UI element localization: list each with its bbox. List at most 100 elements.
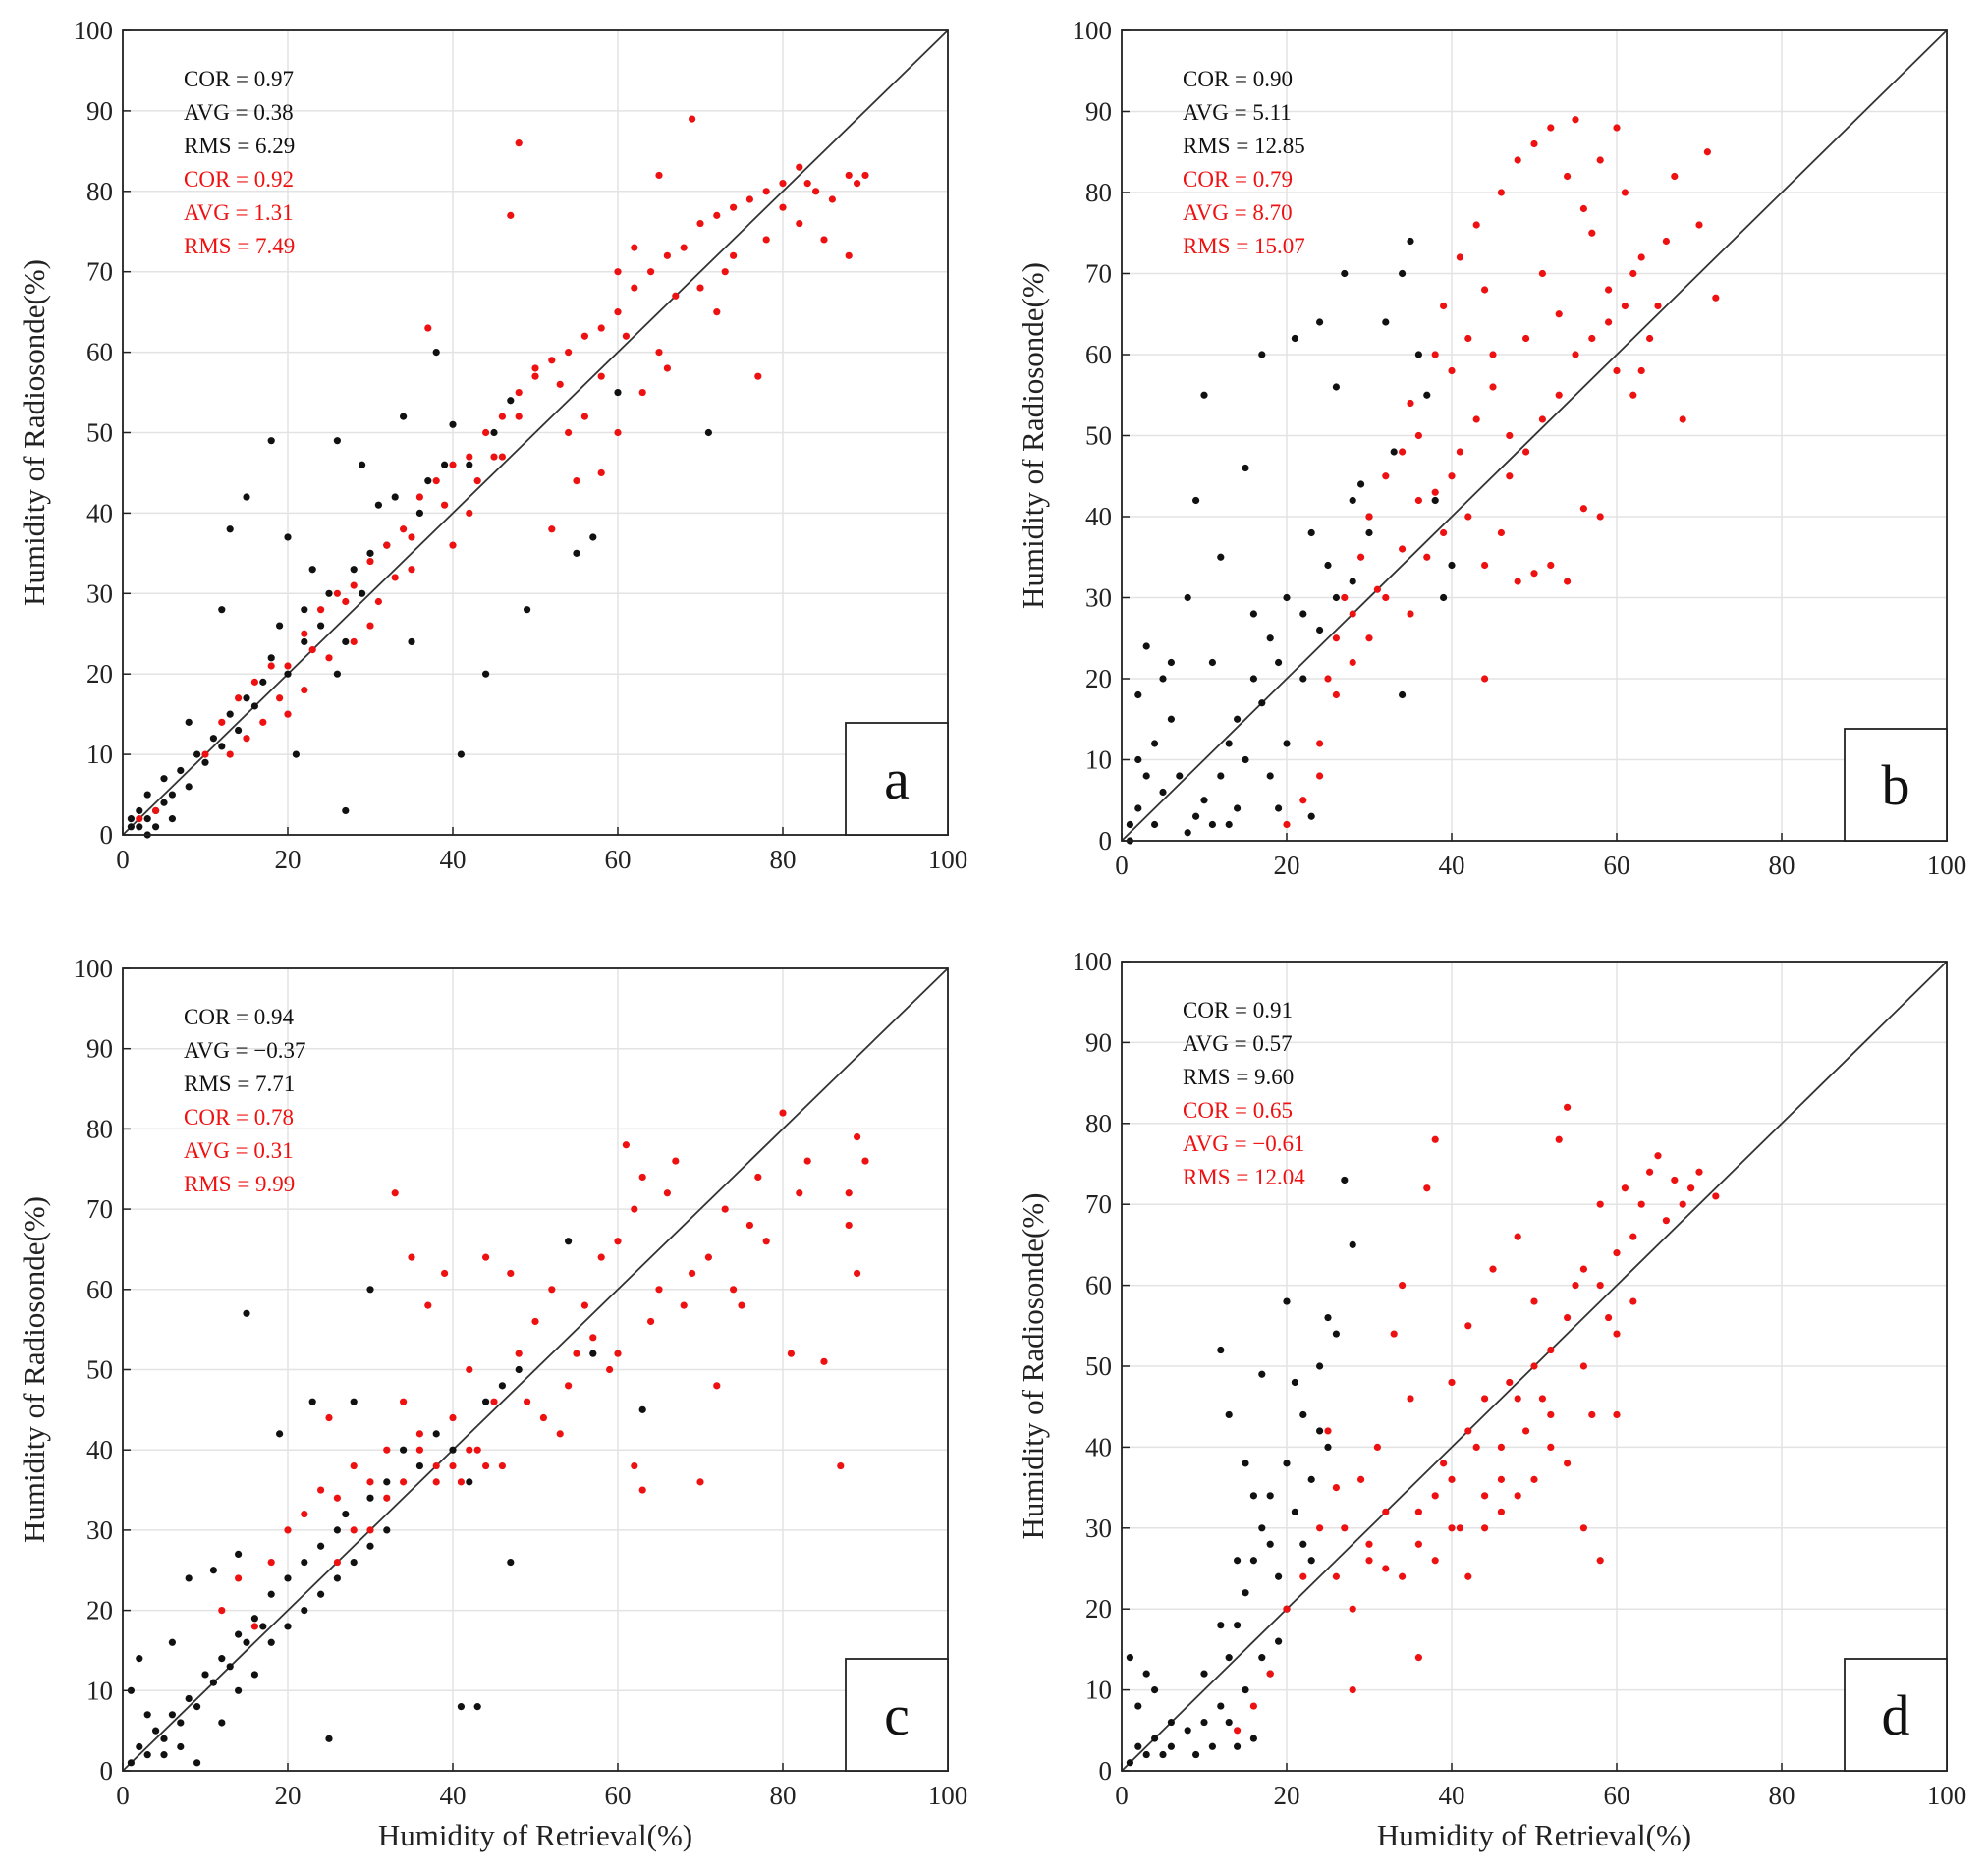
panel-a-black-point-54 bbox=[292, 750, 300, 758]
panel-b-y-axis-label: Humidity of Radiosonde(%) bbox=[1016, 262, 1050, 609]
panel-d-ytick-label-4: 40 bbox=[1085, 1432, 1112, 1461]
panel-c-red-point-19 bbox=[449, 1413, 457, 1422]
panel-b-red-point-39 bbox=[1629, 269, 1637, 278]
panel-b-red-point-11 bbox=[1399, 448, 1407, 456]
panel-c-red-point-46 bbox=[721, 1205, 729, 1213]
panel-b-points bbox=[1126, 116, 1720, 845]
panel-b-red-point-64 bbox=[1382, 593, 1390, 602]
panel-a-red-point-5 bbox=[250, 678, 258, 686]
panel-b-black-point-7 bbox=[1167, 658, 1175, 667]
panel-d-y-axis-label: Humidity of Radiosonde(%) bbox=[1016, 1192, 1050, 1539]
panel-b-red-point-37 bbox=[1613, 124, 1621, 132]
panel-c-red-point-7 bbox=[325, 1413, 333, 1422]
panel-b-stat-cor-black: COR = 0.90 bbox=[1183, 67, 1293, 91]
panel-b-black-point-10 bbox=[1200, 797, 1208, 804]
panel-b: 0 20 40 60 80 100 0 10 20 30 40 50 60 70 80 90 100 Humid… bbox=[1016, 16, 1966, 880]
panel-a-black-point-44 bbox=[482, 670, 490, 678]
panel-a-red-point-54 bbox=[531, 364, 539, 372]
panel-c-stat-cor-black: COR = 0.94 bbox=[184, 1005, 295, 1029]
panel-d-points bbox=[1126, 1103, 1720, 1767]
panel-c-black-point-41 bbox=[515, 1365, 523, 1374]
panel-c-red-point-73 bbox=[466, 1446, 473, 1454]
panel-b-black-point-58 bbox=[1249, 610, 1257, 618]
panel-c-red-point-67 bbox=[589, 1334, 597, 1342]
panel-c-black-point-59 bbox=[350, 1558, 358, 1567]
panel-c-black-point-4 bbox=[160, 1735, 168, 1742]
panel-b-black-point-20 bbox=[1258, 351, 1266, 358]
panel-c-black-point-52 bbox=[235, 1686, 243, 1694]
panel-b-red-point-18 bbox=[1464, 334, 1472, 343]
panel-d-black-point-22 bbox=[1258, 1370, 1266, 1378]
panel-a-xtick-label-5: 100 bbox=[928, 845, 968, 874]
panel-c-red-point-2 bbox=[250, 1623, 258, 1630]
panel-a-black-point-11 bbox=[201, 758, 209, 766]
panel-d-black-point-34 bbox=[1341, 1176, 1349, 1184]
panel-d-red-point-44 bbox=[1637, 1200, 1645, 1208]
panel-a-red-point-27 bbox=[565, 349, 573, 357]
panel-b-black-point-25 bbox=[1299, 610, 1307, 618]
panel-b-letter: b bbox=[1882, 753, 1910, 817]
panel-b-red-point-80 bbox=[1456, 448, 1463, 456]
panel-d-red-point-1 bbox=[1249, 1702, 1257, 1710]
panel-d-ytick-label-1: 10 bbox=[1085, 1676, 1112, 1705]
panel-a-black-point-6 bbox=[160, 775, 168, 783]
panel-b-black-point-17 bbox=[1242, 464, 1249, 472]
panel-c-black-point-25 bbox=[333, 1526, 341, 1534]
panel-b-black-point-48 bbox=[1142, 772, 1150, 780]
panel-b-black-point-23 bbox=[1283, 593, 1291, 602]
panel-a-red-point-43 bbox=[779, 180, 787, 188]
panel-d-red-point-3 bbox=[1283, 1605, 1291, 1613]
panel-a-ytick-label-3: 30 bbox=[86, 578, 113, 608]
panel-d-red-point-35 bbox=[1564, 1103, 1572, 1111]
panel-b-red-point-20 bbox=[1481, 675, 1489, 683]
panel-d-red-point-58 bbox=[1448, 1524, 1456, 1532]
panel-b-red-point-24 bbox=[1506, 431, 1514, 440]
panel-a-red-point-72 bbox=[730, 251, 738, 259]
panel-c-black-point-8 bbox=[193, 1703, 201, 1711]
panel-a-black-point-60 bbox=[127, 815, 135, 823]
panel-c-red-point-70 bbox=[539, 1413, 548, 1422]
panel-d-red-point-29 bbox=[1514, 1233, 1521, 1240]
panel-b-red-point-27 bbox=[1530, 139, 1538, 148]
panel-c-ytick-label-1: 10 bbox=[86, 1676, 113, 1705]
panel-c-black-point-24 bbox=[325, 1735, 333, 1742]
panel-b-stat-avg-black: AVG = 5.11 bbox=[1183, 100, 1292, 125]
panel-b-red-point-17 bbox=[1456, 253, 1463, 261]
panel-a-red-point-59 bbox=[391, 574, 399, 581]
panel-b-black-point-24 bbox=[1291, 334, 1298, 343]
panel-d-red-point-57 bbox=[1431, 1557, 1439, 1565]
panel-a-red-point-82 bbox=[556, 380, 564, 388]
panel-c-ytick-label-5: 50 bbox=[86, 1355, 113, 1385]
panel-b-black-point-27 bbox=[1316, 318, 1324, 326]
panel-b-red-point-66 bbox=[1349, 658, 1356, 667]
panel-b-black-point-40 bbox=[1431, 496, 1439, 505]
panel-a-red-point-66 bbox=[243, 735, 250, 743]
panel-a-red-point-18 bbox=[449, 461, 457, 468]
panel-a-red-point-42 bbox=[762, 188, 770, 195]
panel-b-red-point-21 bbox=[1481, 286, 1489, 294]
panel-d-red-point-24 bbox=[1472, 1443, 1480, 1451]
panel-d-black-point-13 bbox=[1225, 1654, 1233, 1662]
panel-d-ytick-label-10: 100 bbox=[1073, 947, 1113, 976]
panel-a-red-point-75 bbox=[820, 236, 828, 244]
panel-b-red-point-16 bbox=[1448, 366, 1456, 375]
panel-a-red-point-8 bbox=[301, 630, 308, 637]
panel-c-red-point-26 bbox=[507, 1269, 515, 1278]
panel-d-black-point-0 bbox=[1126, 1759, 1133, 1767]
panel-d-red-point-16 bbox=[1407, 1395, 1414, 1403]
panel-a-black-point-42 bbox=[457, 750, 465, 758]
panel-c-red-point-37 bbox=[647, 1317, 655, 1326]
panel-c-reference-line bbox=[122, 967, 949, 1772]
panel-c-red-point-12 bbox=[391, 1189, 399, 1197]
panel-c-red-point-78 bbox=[383, 1494, 391, 1502]
panel-a-red-point-57 bbox=[449, 541, 457, 549]
panel-c-red-point-8 bbox=[333, 1494, 341, 1502]
panel-c-black-point-55 bbox=[284, 1623, 292, 1630]
panel-a-red-point-70 bbox=[655, 349, 663, 357]
panel-d-red-point-18 bbox=[1423, 1184, 1431, 1192]
panel-c-red-point-14 bbox=[408, 1253, 415, 1261]
panel-a-red-point-48 bbox=[854, 180, 861, 188]
panel-b-black-point-38 bbox=[1414, 351, 1422, 358]
panel-b-red-point-3 bbox=[1324, 675, 1332, 683]
panel-d-black-point-6 bbox=[1151, 1686, 1159, 1694]
